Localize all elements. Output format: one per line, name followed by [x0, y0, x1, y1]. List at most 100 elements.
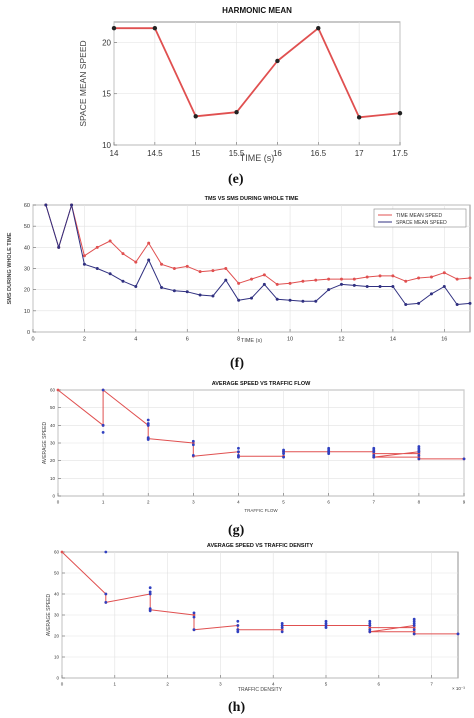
data-point [191, 443, 195, 447]
data-point [101, 423, 105, 427]
data-point [417, 457, 421, 461]
y-tick-label: 30 [54, 613, 60, 618]
x-tick-label: 15 [191, 149, 200, 158]
x-tick-label: 8 [418, 500, 421, 505]
data-point [352, 277, 356, 281]
data-point [185, 264, 189, 268]
data-point [70, 203, 74, 207]
data-point [412, 619, 416, 623]
x-tick-label: 4 [237, 500, 240, 505]
y-tick-label: 50 [54, 571, 60, 576]
data-point [327, 277, 331, 281]
y-tick-label: 40 [24, 245, 30, 251]
data-point [191, 453, 195, 457]
data-point [378, 284, 382, 288]
y-tick-label: 10 [102, 141, 111, 150]
data-point [324, 624, 328, 627]
data-point [211, 294, 215, 298]
y-axis-label: AVERAGE SPEED [46, 594, 52, 637]
x-tick-label: 8 [237, 337, 240, 343]
data-point [95, 245, 99, 249]
x-tick-label: 4 [134, 337, 137, 343]
data-point [237, 446, 240, 450]
caption-e: (e) [228, 172, 244, 187]
data-point [104, 592, 108, 596]
y-tick-label: 60 [50, 388, 56, 393]
chart-title: HARMONIC MEAN [222, 6, 292, 15]
data-point [191, 439, 195, 443]
chart-2: 0 2 4 6 8 10 12 14 16 0 10 20 30 40 50 60 TMS VS SMS DUR… [7, 196, 472, 344]
y-tick-label: 20 [102, 38, 111, 47]
data-point [356, 115, 362, 120]
data-point [368, 626, 372, 629]
data-point [417, 276, 421, 280]
chart-title: AVERAGE SPEED VS TRAFFIC DENSITY [207, 543, 314, 549]
data-point [368, 630, 372, 634]
data-point [57, 245, 61, 249]
y-axis-label: AVERAGE SPEED [42, 422, 48, 465]
x-tick-label: 2 [147, 500, 150, 505]
caption-f: (f) [230, 356, 244, 371]
data-point [280, 630, 284, 634]
data-point [417, 301, 421, 305]
y-tick-label: 60 [54, 550, 60, 555]
data-point [455, 302, 459, 306]
x-tick-label: 17.5 [392, 149, 408, 158]
data-point [368, 622, 372, 625]
data-point [368, 619, 372, 623]
data-point [288, 281, 292, 285]
data-point [172, 267, 176, 270]
x-tick-label: 14.5 [147, 149, 163, 158]
legend-entry: SPACE MEAN SPEED [396, 220, 447, 226]
data-point [280, 626, 284, 629]
data-point [412, 628, 416, 632]
data-point [288, 298, 292, 302]
y-tick-label: 0 [27, 330, 30, 336]
data-point [44, 203, 48, 207]
data-point [237, 298, 241, 302]
data-point [412, 617, 416, 621]
data-point [368, 624, 372, 627]
x-tick-label: 14 [110, 149, 119, 158]
data-point [101, 388, 105, 392]
data-point [148, 590, 152, 594]
data-point [391, 284, 395, 288]
y-axis-label: SPACE MEAN SPEED [78, 40, 88, 126]
y-tick-label: 0 [56, 676, 59, 681]
data-point [134, 284, 138, 288]
data-point [417, 450, 421, 454]
data-point [148, 592, 152, 596]
legend-entry: TIME MEAN SPEED [396, 213, 443, 219]
data-point [104, 550, 108, 554]
data-point [404, 279, 408, 283]
y-tick-label: 40 [50, 423, 56, 428]
data-point [314, 278, 318, 282]
data-point [365, 275, 369, 279]
x-tick-label: 0 [61, 682, 64, 687]
data-point [412, 624, 416, 627]
data-point [108, 272, 112, 276]
data-point [324, 619, 328, 623]
data-point [442, 271, 446, 275]
y-tick-label: 40 [54, 592, 60, 597]
x-tick-label: 15.5 [229, 149, 245, 158]
y-tick-label: 15 [102, 90, 111, 99]
x-tick-label: 2 [166, 682, 169, 687]
data-point [324, 626, 328, 629]
data-point [250, 296, 253, 300]
chart-title: TMS VS SMS DURING WHOLE TIME [205, 196, 299, 202]
series-line-1 [114, 27, 401, 119]
x-axis-label: TRAFFIC FLOW [244, 508, 278, 513]
data-point [397, 111, 403, 116]
data-point [148, 607, 152, 611]
data-point [442, 284, 446, 288]
x-tick-label: 14 [390, 337, 396, 343]
chart-3: 0 1 2 3 4 5 6 7 8 9 0 10 20 30 40 50 60 AVERAGE SPEED VS … [42, 381, 466, 513]
caption-g: (g) [228, 523, 245, 538]
data-point [147, 258, 151, 262]
data-point [236, 630, 240, 634]
y-tick-label: 0 [52, 494, 55, 499]
data-point [368, 628, 372, 632]
data-point [412, 626, 416, 629]
